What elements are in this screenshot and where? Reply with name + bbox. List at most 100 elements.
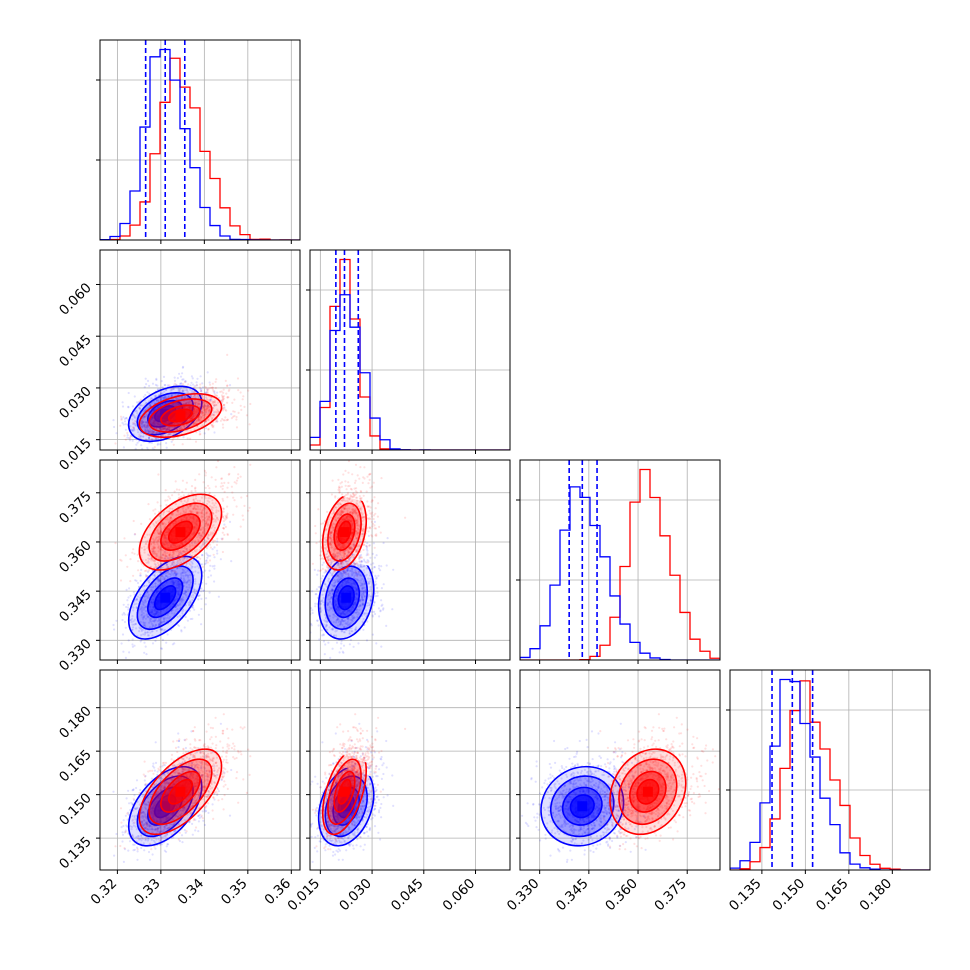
scatter-point (124, 656, 127, 660)
scatter-point (202, 414, 205, 417)
scatter-point (143, 589, 146, 592)
scatter-point (141, 616, 144, 619)
scatter-point (139, 404, 142, 407)
scatter-point (157, 421, 160, 425)
scatter-point (124, 554, 127, 557)
scatter-point (164, 384, 167, 387)
scatter-point (164, 499, 167, 502)
scatter-point (187, 401, 190, 404)
scatter-point (215, 378, 218, 381)
scatter-point (147, 406, 150, 409)
scatter-point (190, 381, 193, 384)
scatter-point (200, 415, 203, 418)
scatter-point (151, 416, 154, 420)
scatter-point (137, 431, 140, 434)
scatter-point (131, 405, 134, 408)
scatter-point (144, 425, 147, 429)
scatter-point (208, 408, 211, 412)
scatter-point (152, 430, 155, 433)
scatter-point (154, 582, 157, 585)
scatter-point (175, 402, 178, 405)
scatter-point (183, 405, 186, 408)
scatter-point (188, 407, 191, 410)
scatter-point (167, 420, 170, 423)
scatter-point (153, 431, 156, 434)
scatter-point (134, 419, 137, 422)
scatter-point (136, 450, 138, 452)
scatter-point (138, 406, 141, 409)
scatter-point (163, 427, 166, 430)
scatter-point (224, 525, 227, 529)
scatter-point (167, 495, 170, 498)
scatter-point (147, 430, 151, 433)
scatter-point (204, 385, 207, 389)
scatter-point (188, 586, 191, 589)
scatter-point (196, 403, 199, 406)
scatter-point (132, 427, 135, 430)
scatter-point (140, 426, 143, 429)
scatter-point (207, 399, 210, 402)
scatter-point (160, 392, 163, 395)
scatter-point (178, 583, 182, 586)
scatter-point (311, 611, 314, 615)
scatter-point (193, 412, 196, 415)
scatter-point (205, 411, 208, 414)
scatter-point (156, 620, 159, 623)
scatter-point (154, 508, 157, 511)
scatter-point (175, 488, 178, 491)
scatter-point (158, 611, 161, 615)
scatter-point (186, 390, 189, 393)
scatter-point (200, 607, 203, 611)
scatter-point (173, 379, 177, 382)
scatter-point (180, 421, 183, 424)
scatter-point (205, 398, 209, 401)
scatter-point (149, 611, 152, 614)
scatter-point (161, 578, 164, 581)
scatter-point (140, 435, 143, 438)
scatter-point (214, 485, 217, 488)
scatter-point (212, 407, 215, 410)
scatter-point (191, 377, 194, 380)
scatter-point (377, 607, 380, 610)
scatter-point (151, 402, 154, 405)
scatter-point (206, 391, 209, 394)
scatter-point (202, 400, 205, 403)
scatter-point (372, 604, 375, 607)
scatter-point (199, 375, 202, 378)
scatter-point (168, 572, 171, 576)
scatter-point (115, 619, 118, 622)
scatter-point (158, 620, 161, 623)
scatter-point (183, 424, 186, 428)
scatter-point (211, 548, 214, 551)
scatter-point (373, 520, 376, 524)
scatter-point (221, 400, 224, 403)
scatter-point (199, 403, 202, 406)
scatter-point (223, 490, 226, 493)
contour-peak-red (175, 410, 186, 421)
scatter-point (146, 431, 150, 434)
scatter-point (148, 430, 151, 433)
scatter-point (137, 595, 140, 598)
scatter-point (213, 580, 216, 583)
scatter-point (203, 408, 206, 411)
scatter-point (180, 382, 183, 385)
scatter-point (215, 394, 218, 397)
scatter-point (136, 428, 139, 431)
scatter-point (207, 407, 210, 410)
scatter-point (201, 414, 204, 417)
scatter-point (210, 417, 213, 420)
scatter-point (145, 401, 148, 404)
scatter-point (221, 409, 224, 412)
scatter-point (168, 426, 171, 429)
scatter-point (203, 403, 206, 406)
scatter-point (174, 398, 177, 401)
scatter-point (156, 431, 159, 434)
scatter-point (163, 427, 166, 430)
scatter-point (142, 421, 145, 424)
scatter-point (206, 407, 209, 410)
scatter-point (236, 377, 240, 380)
scatter-point (233, 410, 236, 413)
scatter-point (144, 421, 147, 424)
